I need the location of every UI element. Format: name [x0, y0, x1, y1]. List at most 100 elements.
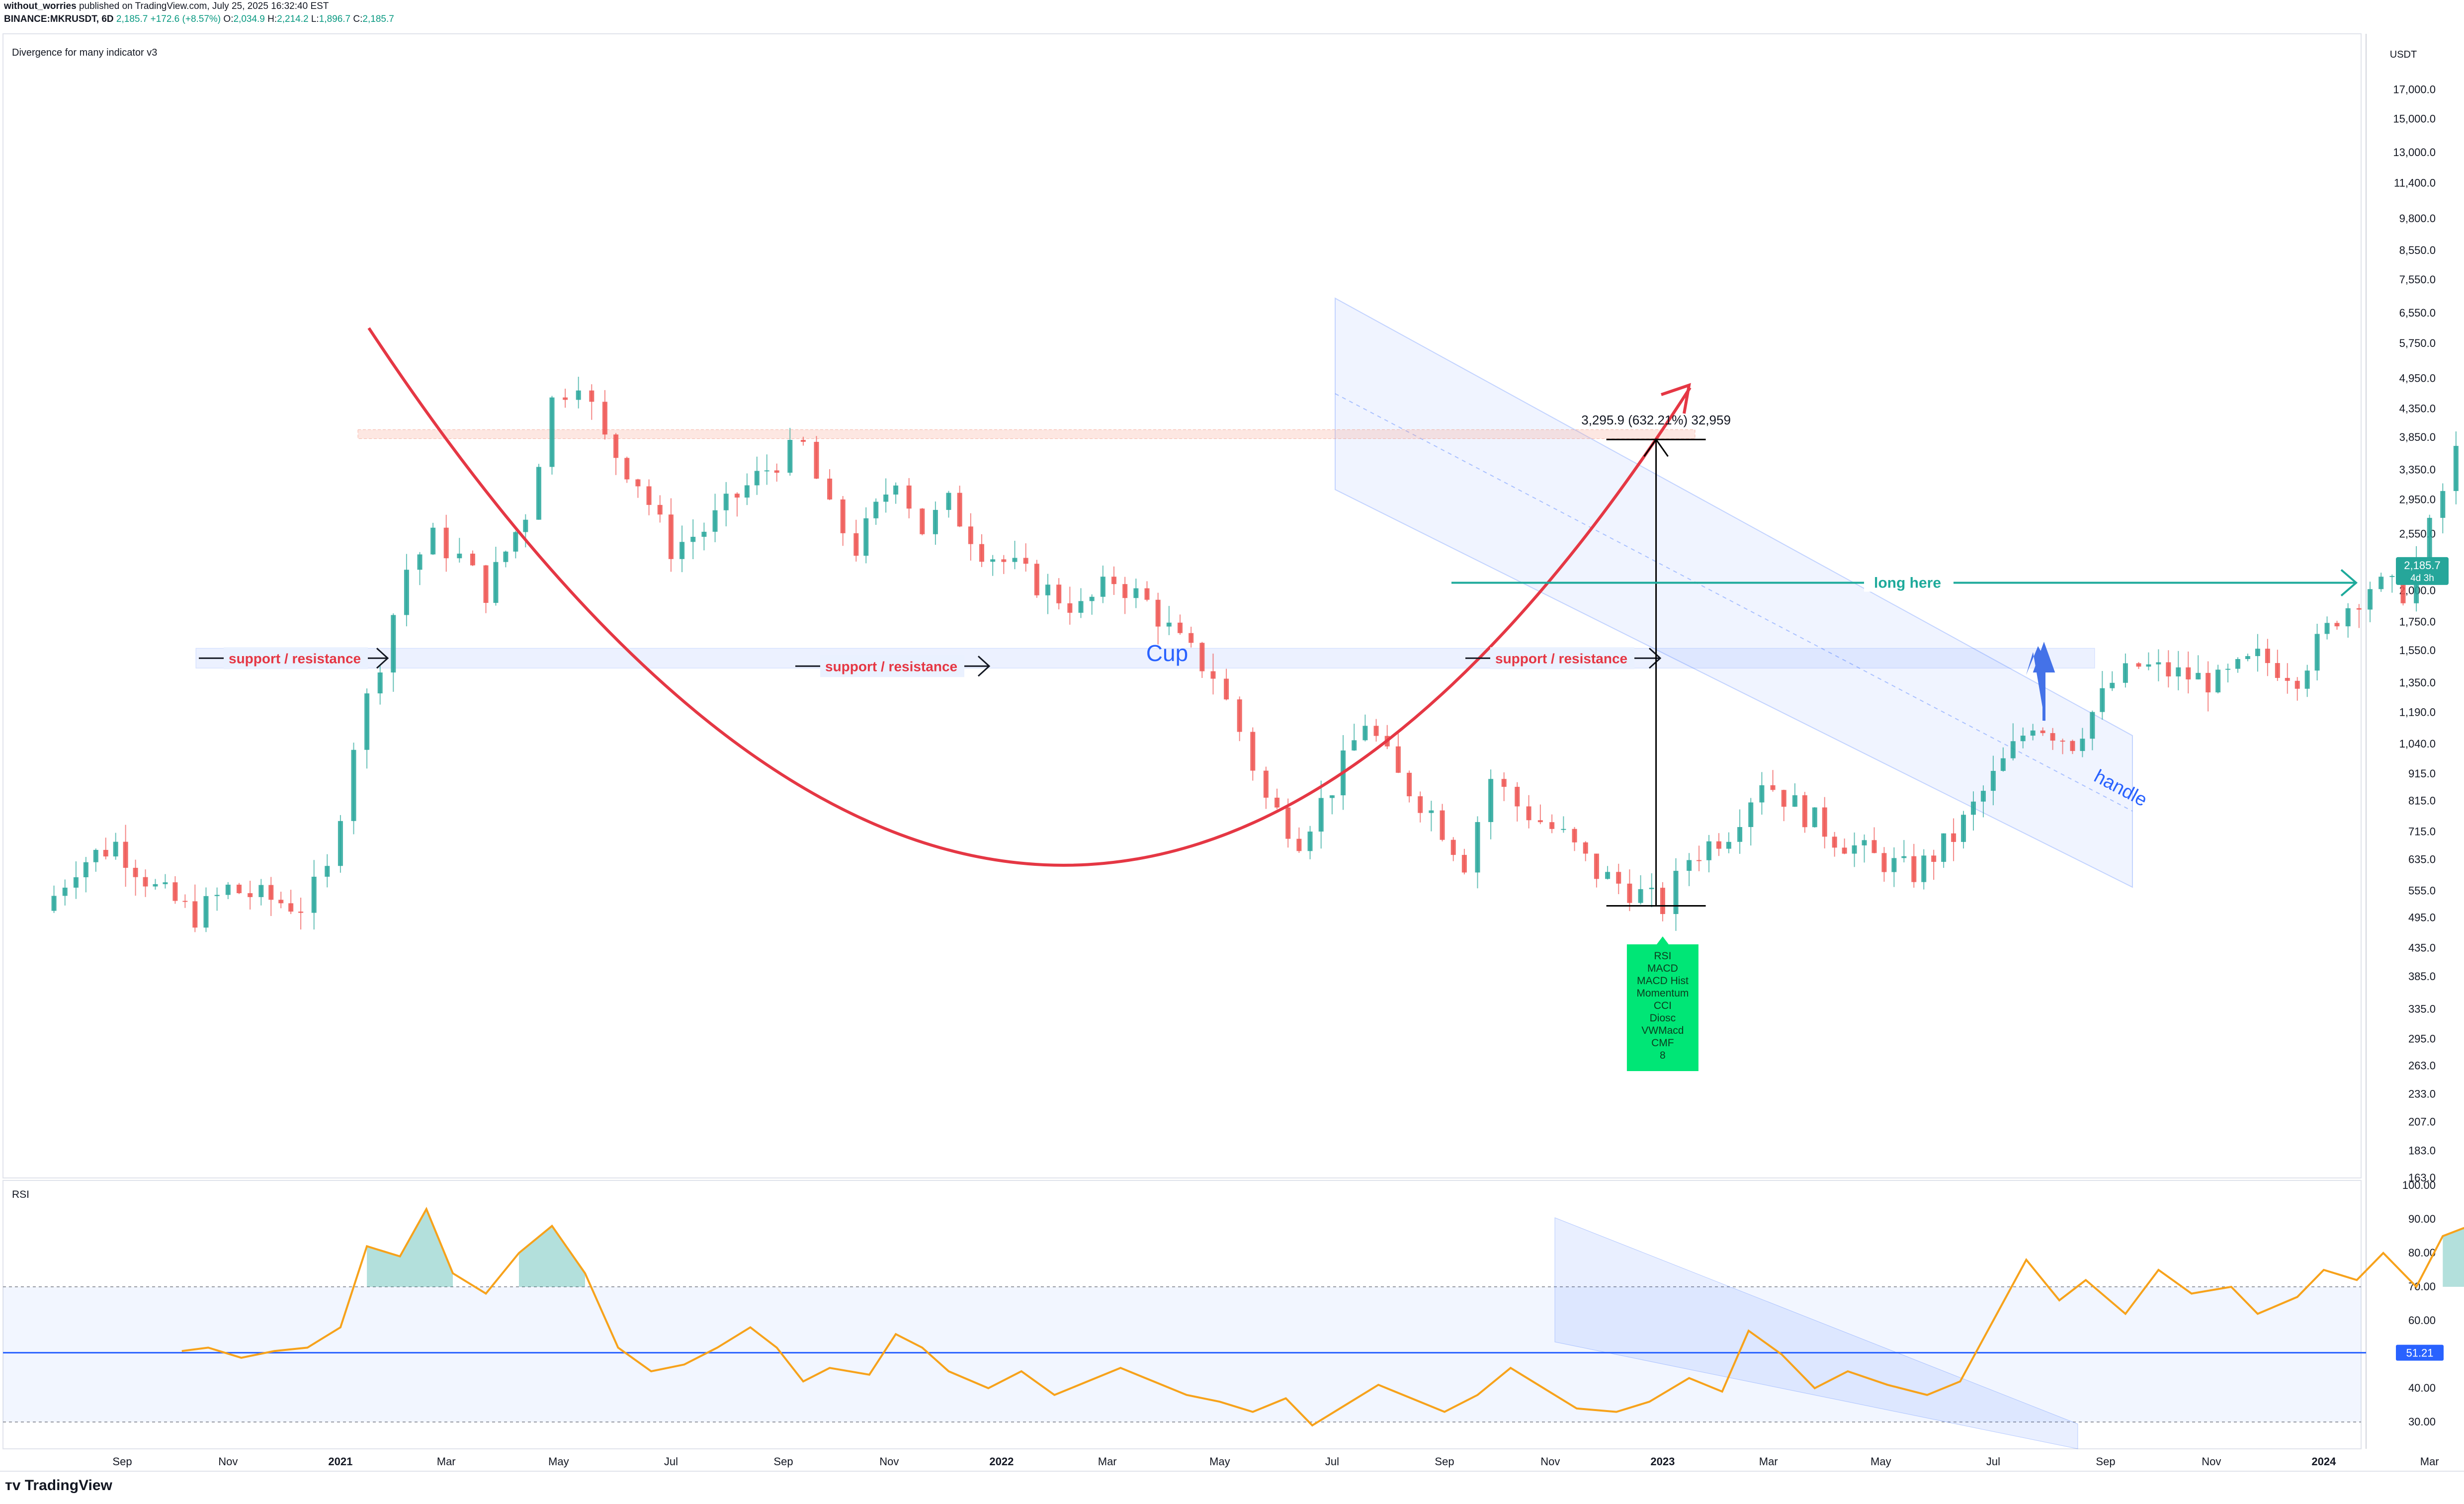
- price-tick-label: 815.0: [2408, 795, 2436, 807]
- candle-body: [1318, 798, 1324, 832]
- time-tick-label: Sep: [2096, 1455, 2115, 1468]
- candle-body: [2453, 446, 2459, 491]
- candle-body: [946, 493, 951, 510]
- candle-body: [2345, 608, 2351, 627]
- price-tick-label: 295.0: [2408, 1032, 2436, 1045]
- rsi-tick-label: 100.00: [2402, 1179, 2436, 1191]
- candle-body: [1673, 871, 1679, 915]
- price-tick-label: 1,190.0: [2399, 706, 2436, 718]
- candle-body: [1199, 643, 1205, 671]
- candle-body: [1891, 858, 1897, 872]
- tradingview-logo[interactable]: ᴛv TradingView: [5, 1477, 112, 1494]
- price-tick-label: 1,350.0: [2399, 676, 2436, 689]
- brand-name: TradingView: [24, 1477, 112, 1494]
- candle-body: [1122, 584, 1128, 598]
- candle-body: [51, 896, 57, 911]
- arrow-head: [977, 656, 991, 677]
- candle-body: [1056, 585, 1062, 603]
- candle-body: [1100, 577, 1105, 597]
- candle-body: [1089, 596, 1095, 601]
- candle-body: [1429, 810, 1434, 813]
- candle-body: [1461, 855, 1467, 873]
- candle-body: [2334, 623, 2340, 627]
- price-tick-label: 1,040.0: [2399, 738, 2436, 750]
- candle-body: [1706, 841, 1711, 860]
- cup-curve: [367, 327, 1692, 867]
- candle-body: [1488, 779, 1494, 822]
- arrow-head: [376, 648, 389, 669]
- candle-body: [1274, 797, 1280, 808]
- candle-body: [2206, 672, 2211, 693]
- resistance-zone: [357, 429, 1696, 439]
- candle-body: [1862, 840, 1867, 845]
- candle-body: [840, 499, 846, 533]
- candle-body: [1001, 559, 1007, 562]
- candle-body: [1759, 785, 1765, 803]
- candle-body: [1155, 599, 1161, 627]
- price-tick-label: 915.0: [2408, 767, 2436, 780]
- candle-body: [2146, 664, 2151, 667]
- candle-body: [2030, 730, 2036, 736]
- candle-body: [377, 672, 383, 694]
- label-bg: [224, 647, 368, 669]
- candle-body: [957, 493, 962, 527]
- price-tick-label: 7,550.0: [2399, 273, 2436, 286]
- price-tick-label: 163.0: [2408, 1171, 2436, 1184]
- candle-body: [1285, 807, 1291, 839]
- price-tick-label: 335.0: [2408, 1003, 2436, 1015]
- indicator-label: Divergence for many indicator v3: [12, 47, 157, 58]
- candle-body: [1144, 588, 1150, 600]
- candle-body: [2275, 663, 2280, 678]
- candle-body: [143, 877, 148, 887]
- candle-body: [288, 903, 294, 912]
- candle-body: [873, 501, 879, 518]
- price-tick-label: 435.0: [2408, 942, 2436, 954]
- price-tick-label: 2,950.0: [2399, 494, 2436, 506]
- candle-body: [906, 485, 912, 509]
- candle-body: [613, 434, 619, 458]
- candle-body: [1802, 795, 1807, 828]
- rsi-pane: [2, 1180, 2362, 1449]
- candle-body: [800, 440, 806, 442]
- symbol-line: BINANCE:MKRUSDT, 6D 2,185.7 +172.6 (+8.5…: [4, 14, 394, 24]
- candle-body: [1296, 838, 1302, 851]
- candle-body: [1045, 585, 1050, 595]
- candle-body: [1178, 622, 1183, 633]
- candle-body: [1515, 787, 1520, 807]
- rsi-line: [181, 1207, 2464, 1427]
- candle-body: [1418, 796, 1423, 813]
- candle-body: [1012, 558, 1018, 562]
- price-tick-label: 13,000.0: [2393, 146, 2436, 159]
- candle-body: [2314, 634, 2320, 671]
- time-tick-label: Nov: [1540, 1455, 1560, 1468]
- candle-body: [1638, 889, 1643, 903]
- last-price: 2,185.7: [116, 14, 148, 24]
- candle-body: [351, 750, 356, 821]
- candle-body: [2040, 730, 2045, 733]
- candle-body: [657, 504, 663, 515]
- candle-body: [1594, 853, 1599, 879]
- candle-body: [1023, 558, 1028, 564]
- candle-body: [2389, 576, 2395, 577]
- signal-text: CMF: [1651, 1037, 1674, 1049]
- last-price-label: 2,185.7: [2404, 559, 2440, 572]
- candle-body: [1990, 771, 1996, 791]
- candle-body: [225, 884, 231, 895]
- candle-body: [192, 901, 198, 928]
- candle-body: [863, 518, 869, 556]
- rsi-overbought-fill: [519, 1226, 585, 1287]
- rsi-value-tag: [2396, 1344, 2444, 1361]
- candle-body: [2010, 741, 2016, 758]
- support-resistance-arrow: support / resistance: [199, 647, 389, 669]
- candle-body: [1842, 847, 1847, 854]
- symbol-name[interactable]: BINANCE:MKRUSDT, 6D: [4, 14, 114, 24]
- candle-body: [1572, 829, 1577, 842]
- candle-body: [2156, 662, 2161, 665]
- rsi-channel: [1554, 1217, 2078, 1449]
- rsi-current-value: 51.21: [2406, 1347, 2433, 1359]
- candle-body: [2020, 736, 2026, 742]
- candle-body: [523, 519, 528, 532]
- candle-body: [2050, 733, 2055, 741]
- publisher-name[interactable]: without_worries: [4, 1, 77, 11]
- candle-body: [1407, 772, 1412, 797]
